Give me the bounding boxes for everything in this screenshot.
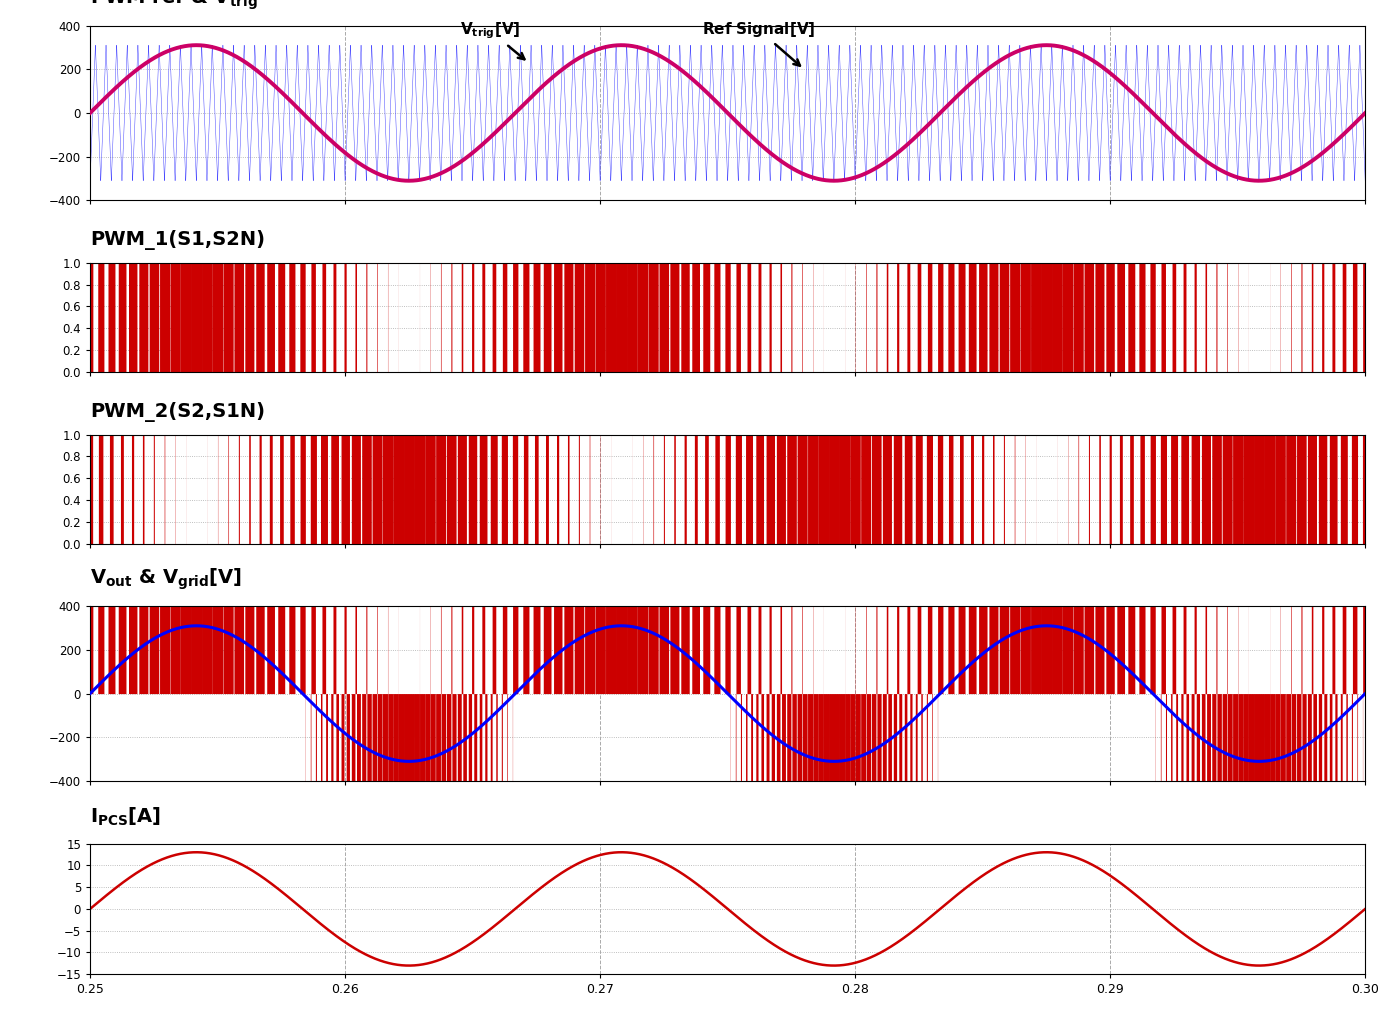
Text: PWM_2(S2,S1N): PWM_2(S2,S1N) <box>90 401 265 422</box>
Text: $\mathbf{V_{out}}$ & $\mathbf{V_{grid}}$[V]: $\mathbf{V_{out}}$ & $\mathbf{V_{grid}}$… <box>90 567 243 593</box>
Text: PWM_1(S1,S2N): PWM_1(S1,S2N) <box>90 230 265 250</box>
Text: PWM ref & V$_{\mathbf{trig}}$: PWM ref & V$_{\mathbf{trig}}$ <box>90 0 258 11</box>
Text: $\mathbf{I_{PCS}}$[A]: $\mathbf{I_{PCS}}$[A] <box>90 805 161 828</box>
Text: $\mathbf{V_{trig}}$[V]: $\mathbf{V_{trig}}$[V] <box>460 21 524 59</box>
Text: $\mathbf{Ref\ Signal[V]}$: $\mathbf{Ref\ Signal[V]}$ <box>703 21 816 66</box>
